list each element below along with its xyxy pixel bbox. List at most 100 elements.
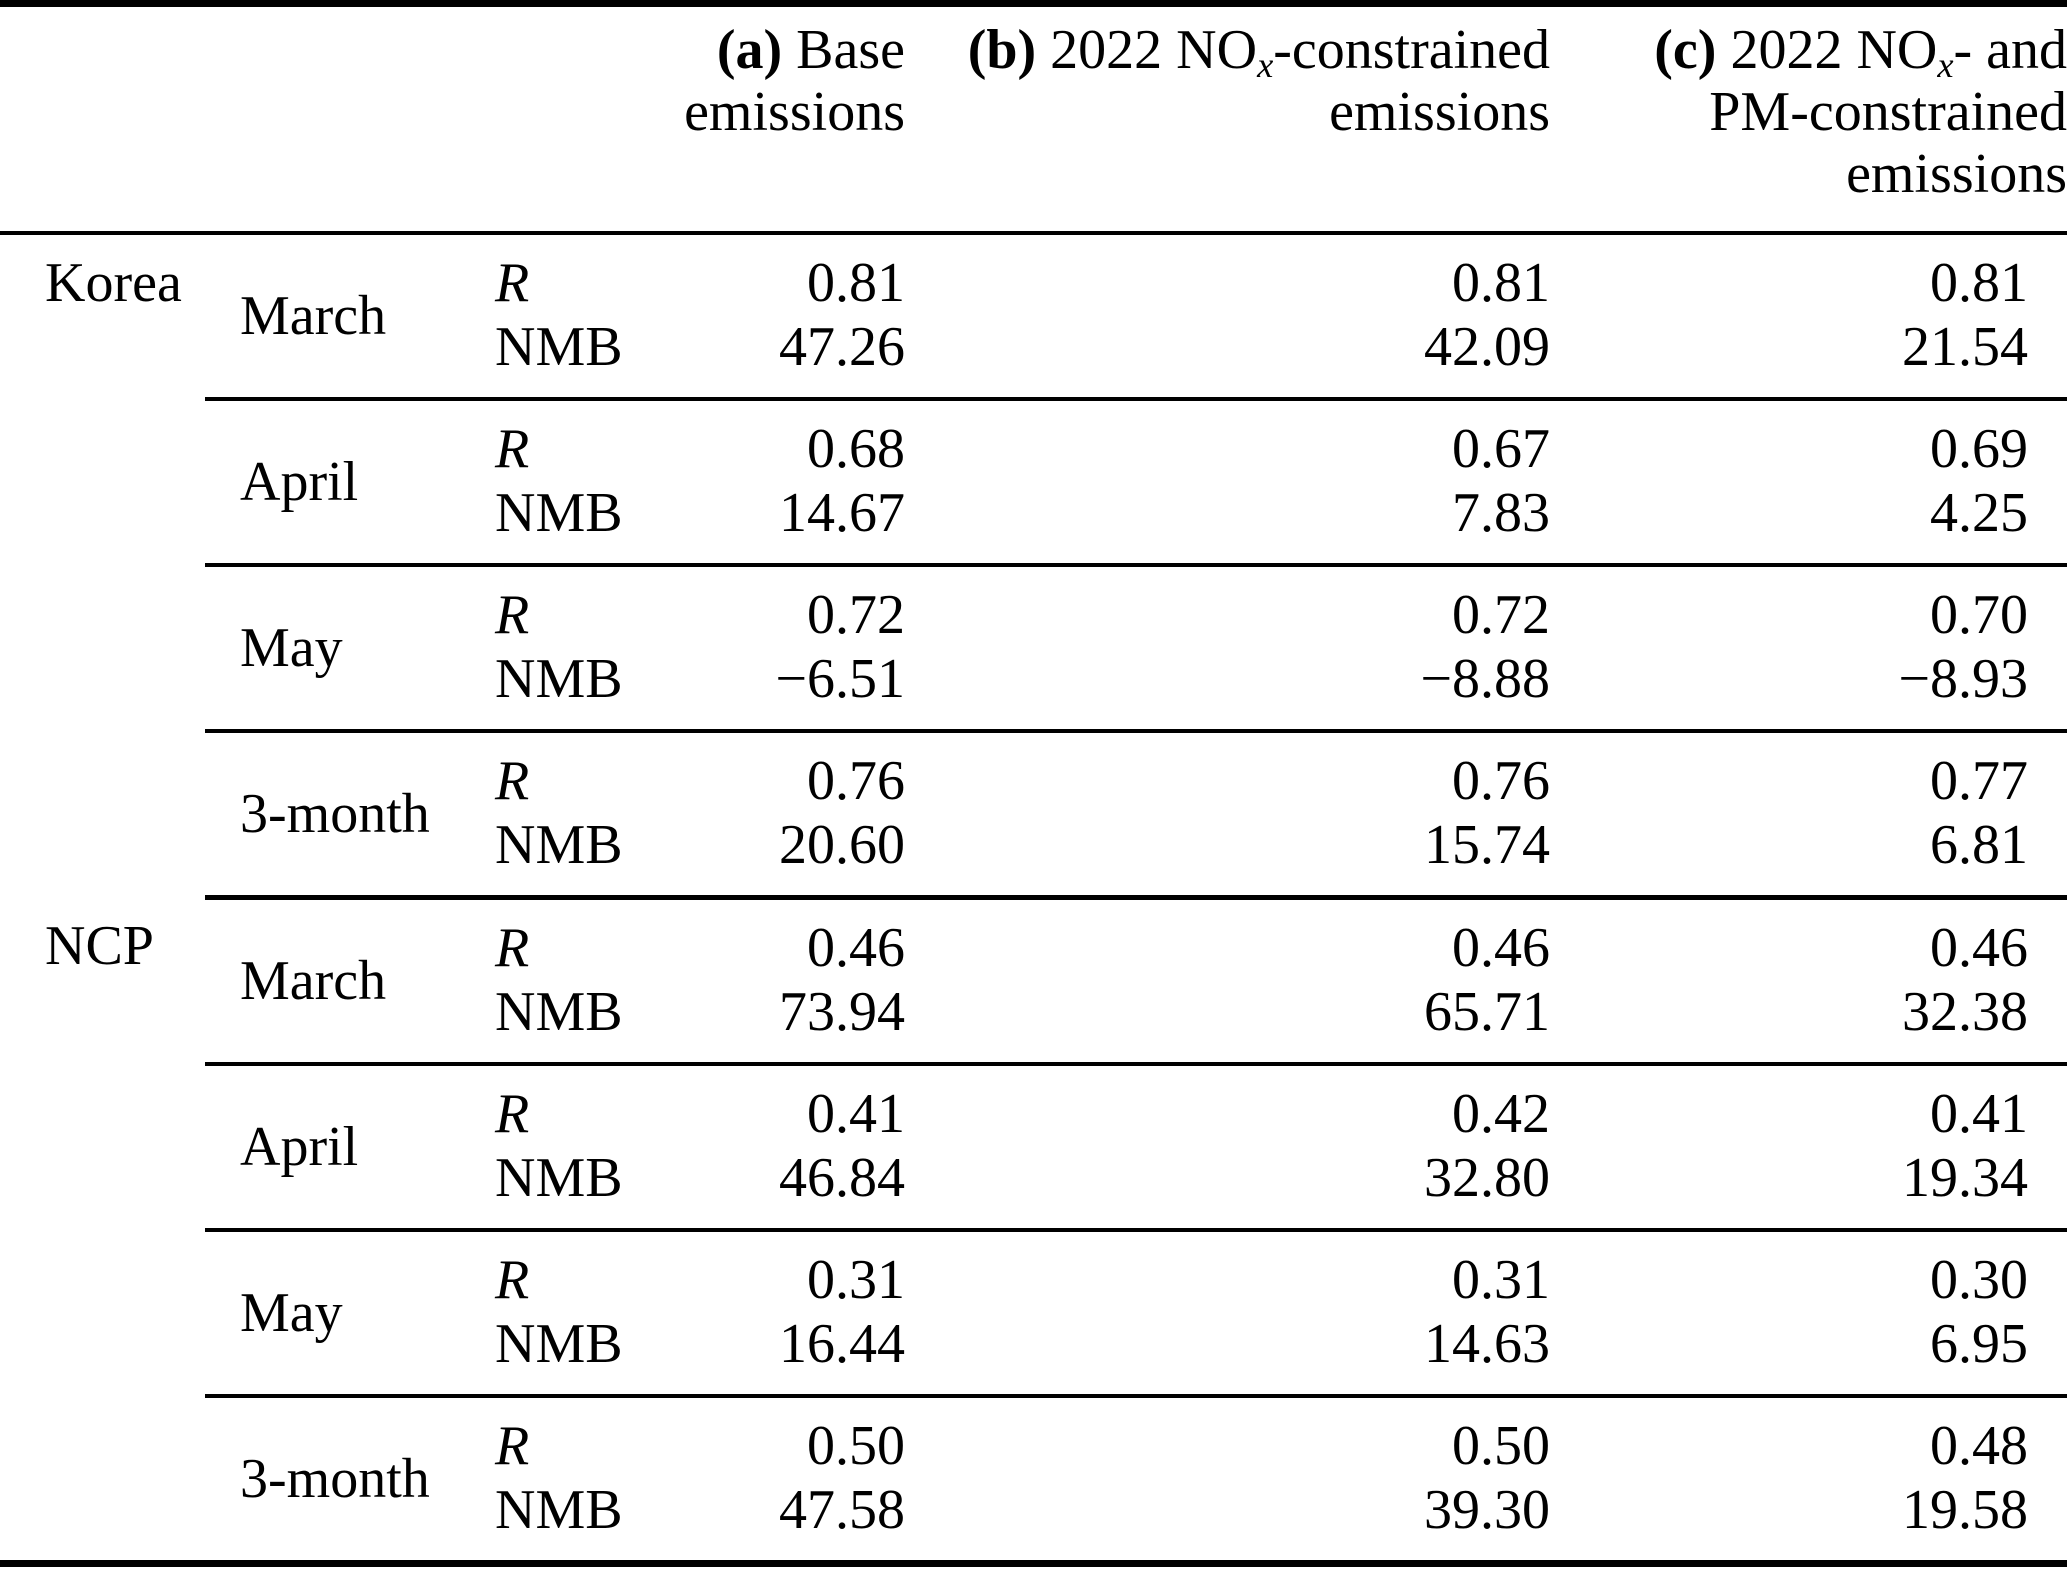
value-cell: 39.30 [1424,1479,1550,1541]
value-cell: 19.34 [1550,1146,2067,1232]
header-line: emissions [1329,81,1550,143]
table-row: 3-month R 0.50 0.50 0.48 [0,1396,2067,1510]
column-header-b: (b) 2022 NOx-constrained emissions [905,3,1550,235]
value-cell: 0.46 [1452,917,1550,979]
value-cell: 0.50 [1452,1415,1550,1477]
value-cell: 0.76 [807,750,905,812]
value-cell: 0.76 [1452,750,1550,812]
value-cell: 65.71 [905,980,1550,1066]
metric-label: R [495,399,680,481]
metric-r: R [495,1249,530,1311]
value-cell: 6.95 [1550,1312,2067,1398]
table-row: Korea March R 0.81 0.81 0.81 [0,233,2067,401]
value-cell: 0.41 [807,1083,905,1145]
header-text: 2022 NO [1716,19,1938,81]
header-line: (c) 2022 NOx- and [1550,19,2067,83]
value-cell: 14.63 [905,1312,1550,1398]
value-cell: 6.81 [1550,813,2067,900]
metric-label: NMB [495,481,680,567]
metric-r: R [495,252,530,314]
table-row: NCP March R 0.46 0.46 0.46 [0,897,2067,1066]
value-cell: −8.93 [1550,647,2067,733]
metric-r: R [495,418,530,480]
header-line: (a) Base [680,19,905,81]
value-cell: 0.81 [807,252,905,314]
value-cell: −6.51 [680,647,905,733]
value-cell: 19.58 [1902,1479,2028,1541]
value-cell: 0.31 [807,1249,905,1311]
table-row: April R 0.41 0.42 0.41 [0,1064,2067,1232]
value-cell: 21.54 [1550,315,2067,401]
metric-label: R [495,1230,680,1312]
value-cell: 0.69 [1930,418,2028,480]
header-spacer [495,3,680,235]
value-cell: 0.46 [1930,917,2028,979]
value-cell: 0.30 [1930,1249,2028,1311]
value-cell: 16.44 [680,1312,905,1398]
value-cell: 0.72 [1452,584,1550,646]
table-row: NMB 16.44 14.63 6.95 [0,1312,2067,1398]
table-row: May R 0.31 0.31 0.30 [0,1230,2067,1398]
table-row: May R 0.72 0.72 0.70 [0,565,2067,733]
value-cell: 0.67 [1452,418,1550,480]
metric-label: R [495,233,680,315]
value-cell: 0.48 [1930,1415,2028,1477]
metric-label: R [495,731,680,813]
subscript-x: x [1257,45,1274,86]
value-cell: 0.50 [807,1415,905,1477]
column-header-a: (a) Base emissions [680,3,905,235]
value-cell: 7.83 [905,481,1550,567]
metric-label: NMB [495,1312,680,1398]
metric-label: NMB [495,813,680,900]
metric-r: R [495,584,530,646]
value-cell: 0.42 [1452,1083,1550,1145]
value-cell: 32.38 [1550,980,2067,1066]
value-cell: 47.26 [680,315,905,401]
value-cell: 0.72 [807,584,905,646]
value-cell: 47.58 [779,1479,905,1541]
value-cell: −8.88 [905,647,1550,733]
month-label: March [205,233,495,401]
metric-r: R [495,917,530,979]
metric-label: NMB [495,1146,680,1232]
value-cell: 0.81 [1452,252,1550,314]
column-header-c: (c) 2022 NOx- and PM-constrained emissio… [1550,3,2067,235]
header-line: PM-constrained [1709,81,2067,143]
metric-label: NMB [495,315,680,401]
value-cell: 14.67 [680,481,905,567]
table-row: NMB 73.94 65.71 32.38 [0,980,2067,1066]
header-spacer [0,3,205,235]
header-line: emissions [1846,143,2067,205]
value-cell: 0.31 [1452,1249,1550,1311]
value-cell: 0.68 [807,418,905,480]
header-spacer [205,3,495,235]
table-row: 3-month R 0.76 0.76 0.77 [0,731,2067,900]
header-text: -constrained [1273,19,1550,81]
table-row: NMB 46.84 32.80 19.34 [0,1146,2067,1232]
nox-subscript: x [1937,45,1953,85]
region-label-korea: Korea [45,252,182,314]
header-text: - and [1953,19,2067,81]
header-text: Base [782,19,905,81]
table-row: NMB 47.26 42.09 21.54 [0,315,2067,401]
metric-label: R [495,898,680,981]
month-label: April [205,1064,495,1232]
metric-label: NMB [495,1479,623,1541]
value-cell: 46.84 [680,1146,905,1232]
header-text: 2022 NO [1036,19,1258,81]
table-row: NMB 47.58 39.30 19.58 [0,1478,2067,1564]
region-label-ncp: NCP [45,914,154,977]
month-label: May [205,1230,495,1398]
metric-r: R [495,1415,530,1477]
month-label: March [205,897,495,1066]
subscript-x: x [1937,45,1954,86]
metric-r: R [495,750,530,812]
table-row: NMB 20.60 15.74 6.81 [0,813,2067,900]
value-cell: 0.77 [1930,750,2028,812]
value-cell: 0.81 [1930,252,2028,314]
header-tag-a: (a) [716,19,783,81]
table-row: NMB 14.67 7.83 4.25 [0,481,2067,567]
table-row: April R 0.68 0.67 0.69 [0,399,2067,567]
metric-label: NMB [495,980,680,1066]
